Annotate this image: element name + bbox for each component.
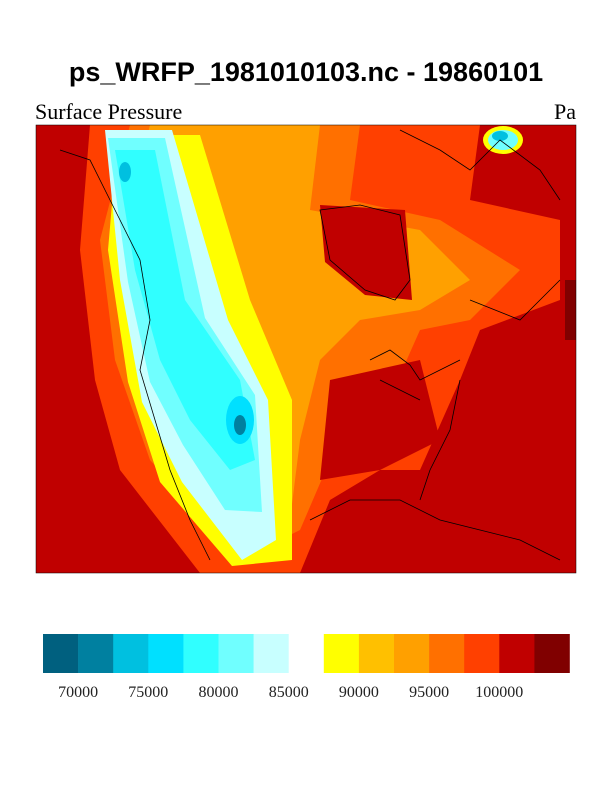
map (35, 124, 577, 574)
coastline (59, 149, 211, 561)
colorbar-label: 100000 (475, 684, 523, 701)
field-region (320, 360, 440, 480)
color-box (394, 634, 430, 673)
color-box (113, 634, 149, 673)
colorbar-label: 95000 (409, 684, 449, 701)
colorbar-label: 85000 (269, 684, 309, 701)
color-box (148, 634, 184, 673)
color-box (323, 634, 360, 673)
color-box (43, 634, 79, 673)
colorbar-label: 70000 (58, 684, 98, 701)
color-box (183, 634, 219, 673)
title: ps_WRFP_1981010103.nc - 19860101 (69, 57, 543, 87)
coastline (369, 349, 461, 401)
coastline (319, 204, 411, 301)
right-label: Pa (554, 99, 576, 124)
color-box (429, 634, 465, 673)
coastline (309, 279, 561, 561)
color-box (218, 634, 254, 673)
field-region (115, 150, 255, 470)
map-frame (35, 124, 577, 574)
field-region (320, 205, 412, 300)
field-region (565, 280, 576, 340)
colorbar-label: 90000 (339, 684, 379, 701)
colorbar-label: 80000 (199, 684, 239, 701)
left-label: Surface Pressure (35, 99, 182, 124)
color-box (253, 634, 289, 673)
color-box (534, 634, 570, 673)
field-region (234, 415, 246, 435)
color-box (288, 634, 325, 673)
color-box (358, 634, 395, 673)
color-box (464, 634, 500, 673)
field-region (119, 162, 131, 182)
color-box (499, 634, 535, 673)
colorbar: 70000 75000 80000 85000 90000 95000 100000 (43, 634, 570, 701)
color-box (78, 634, 114, 673)
field-region (492, 131, 508, 141)
coastline (399, 129, 561, 201)
colorbar-label: 75000 (128, 684, 168, 701)
